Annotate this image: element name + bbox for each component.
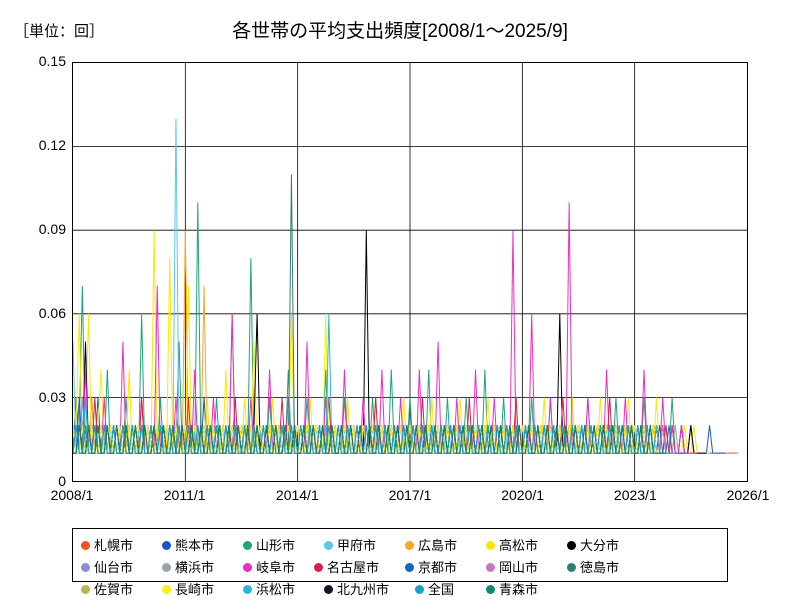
legend-marker-icon <box>486 562 495 572</box>
legend-marker-icon <box>81 584 90 594</box>
series-line <box>73 425 666 454</box>
x-axis-tick-label: 2014/1 <box>275 487 319 503</box>
legend-marker-icon <box>243 584 252 594</box>
legend-label: 札幌市 <box>94 537 134 553</box>
legend-item[interactable]: 名古屋市 <box>314 556 400 578</box>
legend-marker-icon <box>243 540 252 550</box>
series-lines <box>73 118 738 454</box>
legend-item[interactable]: 高松市 <box>486 534 562 556</box>
legend-item[interactable]: 長崎市 <box>162 578 238 600</box>
legend-item[interactable]: 全国 <box>415 578 481 600</box>
legend-item[interactable]: 横浜市 <box>162 556 238 578</box>
legend-marker-icon <box>486 584 495 594</box>
unit-label: ［単位：回］ <box>14 23 105 40</box>
legend-label: 大分市 <box>580 537 620 553</box>
plot-svg <box>73 63 747 481</box>
plot-area <box>72 62 748 482</box>
legend-marker-icon <box>81 540 90 550</box>
x-axis-tick-label: 2020/1 <box>501 487 545 503</box>
legend-marker-icon <box>567 540 576 550</box>
legend-marker-icon <box>567 562 576 572</box>
legend-item[interactable]: 広島市 <box>405 534 481 556</box>
legend-item[interactable]: 北九州市 <box>324 578 410 600</box>
x-axis-tick-label: 2008/1 <box>50 487 94 503</box>
y-axis-tick-label: 0.06 <box>38 305 66 321</box>
legend-label: 岡山市 <box>499 559 539 575</box>
legend-item[interactable]: 甲府市 <box>324 534 400 556</box>
legend-item[interactable]: 熊本市 <box>162 534 238 556</box>
legend-item[interactable]: 山形市 <box>243 534 319 556</box>
legend-marker-icon <box>314 562 323 572</box>
x-axis-tick-label: 2017/1 <box>388 487 432 503</box>
legend-item[interactable]: 岐阜市 <box>243 556 309 578</box>
legend-label: 仙台市 <box>94 559 134 575</box>
legend-label: 岐阜市 <box>256 559 296 575</box>
legend-marker-icon <box>81 562 90 572</box>
legend-label: 浜松市 <box>256 581 296 597</box>
legend-item[interactable]: 札幌市 <box>81 534 157 556</box>
chart-title: 各世帯の平均支出頻度[2008/1～2025/9] <box>232 21 568 42</box>
legend-label: 北九州市 <box>337 581 390 597</box>
legend-marker-icon <box>405 540 414 550</box>
legend-marker-icon <box>324 584 333 594</box>
legend-label: 徳島市 <box>580 559 620 575</box>
legend-label: 横浜市 <box>175 559 215 575</box>
legend-marker-icon <box>243 562 252 572</box>
legend-item[interactable]: 青森市 <box>486 578 562 600</box>
legend-item[interactable]: 岡山市 <box>486 556 562 578</box>
legend-marker-icon <box>415 584 424 594</box>
legend-item[interactable]: 京都市 <box>405 556 481 578</box>
y-axis-tick-label: 0.15 <box>38 53 66 69</box>
legend-label: 甲府市 <box>337 537 377 553</box>
legend-marker-icon <box>324 540 333 550</box>
legend-item[interactable]: 佐賀市 <box>81 578 157 600</box>
legend-label: 高松市 <box>499 537 539 553</box>
x-axis-tick-label: 2023/1 <box>613 487 657 503</box>
y-axis-tick-label: 0.12 <box>38 137 66 153</box>
legend-label: 京都市 <box>418 559 458 575</box>
legend-label: 熊本市 <box>175 537 215 553</box>
legend-item[interactable]: 徳島市 <box>567 556 643 578</box>
legend-label: 山形市 <box>256 537 296 553</box>
legend-label: 青森市 <box>499 581 539 597</box>
legend-label: 広島市 <box>418 537 458 553</box>
legend-marker-icon <box>486 540 495 550</box>
legend-item[interactable]: 浜松市 <box>243 578 319 600</box>
legend-item[interactable]: 大分市 <box>567 534 643 556</box>
legend-marker-icon <box>162 562 171 572</box>
legend-label: 佐賀市 <box>94 581 134 597</box>
legend-marker-icon <box>405 562 414 572</box>
legend-label: 全国 <box>428 581 455 597</box>
y-axis-tick-label: 0.03 <box>38 389 66 405</box>
legend-item[interactable]: 仙台市 <box>81 556 157 578</box>
y-axis-tick-label: 0.09 <box>38 221 66 237</box>
legend-label: 名古屋市 <box>327 559 380 575</box>
x-axis-tick-label: 2026/1 <box>726 487 770 503</box>
chart-legend: 札幌市 熊本市 山形市 甲府市 広島市 高松市 大分市仙台市 横浜市 岐阜市 名古屋市 京都市 岡山市… <box>72 528 728 596</box>
legend-label: 長崎市 <box>175 581 215 597</box>
legend-marker-icon <box>162 540 171 550</box>
y-axis-tick-label: 0 <box>58 473 66 489</box>
x-axis-tick-label: 2011/1 <box>163 487 206 503</box>
legend-marker-icon <box>162 584 171 594</box>
